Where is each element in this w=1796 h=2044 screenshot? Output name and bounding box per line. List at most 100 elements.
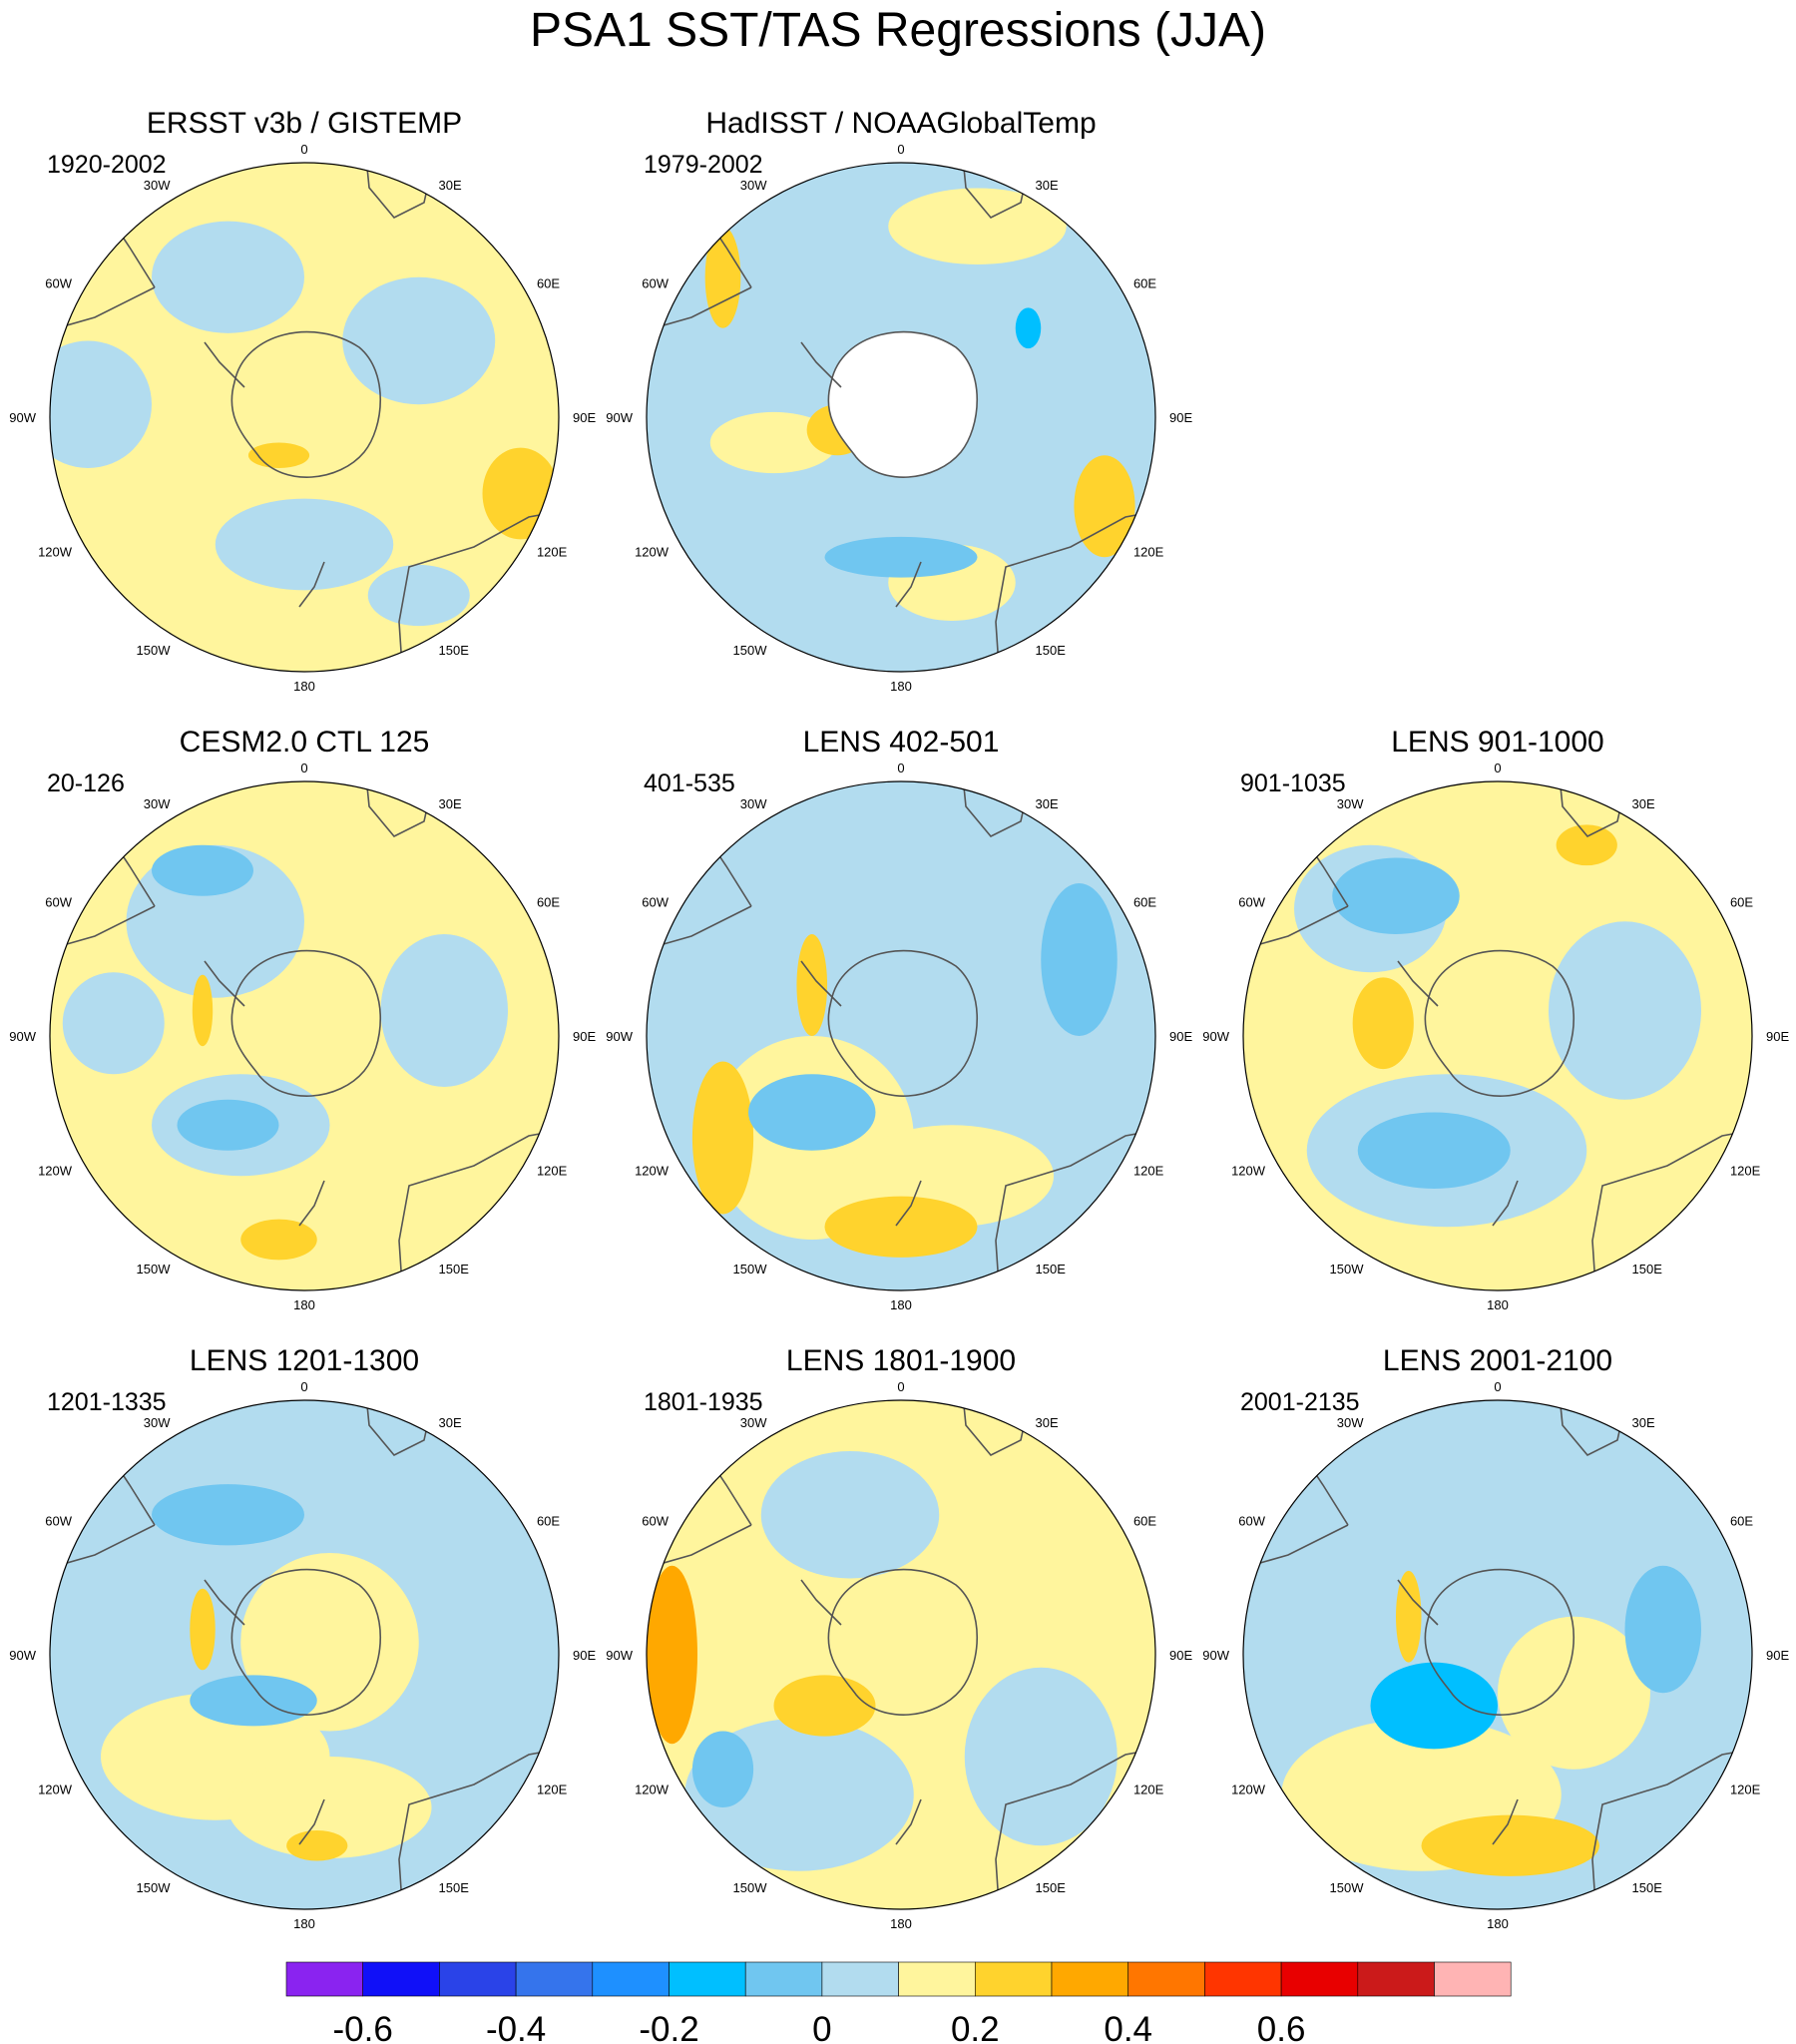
panel-years: 20-126 (47, 769, 125, 797)
longitude-label: 60E (537, 895, 560, 910)
longitude-label: 180 (890, 1297, 912, 1312)
longitude-label: 90E (1169, 1029, 1192, 1044)
anomaly-region (367, 564, 470, 627)
antarctica-coastline (827, 330, 979, 478)
map-boundary (646, 780, 1156, 1291)
longitude-label: 30W (740, 796, 767, 811)
map-boundary (646, 1399, 1156, 1910)
longitude-label: 180 (1487, 1916, 1509, 1931)
australia-coastline (398, 506, 559, 672)
longitude-label: 30W (144, 796, 171, 811)
new-zealand-coastline (298, 1798, 325, 1845)
longitude-label: 90W (9, 1029, 36, 1044)
south-america-west-coastline (647, 905, 752, 957)
map-field (647, 1400, 1155, 1909)
colorbar-swatch (362, 1961, 440, 1997)
new-zealand-coastline (895, 561, 922, 608)
anomaly-region (215, 498, 394, 591)
map-panel-4: CESM2.0 CTL 125 20-126 0 30E 60E 90E 120E 150E 1… (9, 726, 596, 1312)
panel-title: LENS 1801-1900 (786, 1344, 1016, 1377)
longitude-label: 30W (144, 178, 171, 193)
longitude-label: 120E (537, 545, 568, 560)
longitude-label: 120E (1730, 1164, 1761, 1179)
anomaly-region (691, 1731, 754, 1807)
longitude-label: 60W (45, 276, 72, 291)
antarctic-peninsula (1397, 1579, 1439, 1626)
anomaly-region (1370, 1662, 1498, 1750)
longitude-label: 120W (635, 1164, 670, 1179)
panel-years: 1920-2002 (47, 151, 167, 179)
colorbar-swatch (1280, 1961, 1359, 1997)
anomaly-region (286, 1829, 348, 1861)
south-america-west-coastline (647, 286, 752, 338)
longitude-label: 180 (890, 1916, 912, 1931)
map-field (647, 163, 1155, 672)
longitude-label: 0 (1494, 761, 1501, 775)
longitude-label: 120W (1231, 1783, 1266, 1797)
longitude-label: 60E (1133, 895, 1156, 910)
map-boundary (1242, 780, 1753, 1291)
antarctic-peninsula (800, 1579, 842, 1626)
antarctic-peninsula (800, 341, 842, 388)
map-panel-7: LENS 1201-1300 1201-1335 0 30E 60E 90E 120E 150… (9, 1344, 596, 1931)
colorbar-swatch (592, 1961, 670, 1997)
colorbar-swatch (821, 1961, 899, 1997)
map-boundary (646, 162, 1156, 673)
longitude-label: 60W (45, 1514, 72, 1529)
anomaly-region (748, 1074, 876, 1151)
longitude-label: 150E (439, 1262, 470, 1277)
anomaly-region (1074, 455, 1135, 558)
longitude-label: 150W (137, 643, 172, 658)
anomaly-region (773, 1675, 876, 1737)
colorbar-swatch (898, 1961, 976, 1997)
longitude-label: 90E (1766, 1029, 1789, 1044)
longitude-label: 30E (1036, 1415, 1059, 1430)
map-panels: ERSST v3b / GISTEMP 1920-2002 0 30E 60E 90E 12… (9, 107, 1789, 1931)
longitude-label: 120W (1231, 1164, 1266, 1179)
new-zealand-coastline (1492, 1180, 1519, 1227)
colorbar-tick-label: -0.4 (486, 2010, 546, 2044)
anomaly-region (227, 1757, 432, 1858)
longitude-label: 0 (300, 142, 307, 157)
map-panel-9: LENS 2001-2100 2001-2135 0 30E 60E 90E 120E 150… (1202, 1344, 1789, 1931)
longitude-label: 150W (1330, 1262, 1365, 1277)
new-zealand-coastline (298, 1180, 325, 1227)
colorbar-tick-label: -0.6 (333, 2010, 393, 2044)
longitude-label: 60E (1133, 1514, 1156, 1529)
longitude-label: 30E (1036, 796, 1059, 811)
longitude-label: 90E (573, 1648, 596, 1663)
panel-years: 1201-1335 (47, 1388, 167, 1416)
longitude-label: 60E (537, 276, 560, 291)
south-america-west-coastline (50, 905, 156, 957)
longitude-label: 180 (1487, 1297, 1509, 1312)
colorbar-tick-label: -0.2 (639, 2010, 698, 2044)
longitude-label: 120E (1133, 1164, 1164, 1179)
map-field (1243, 781, 1752, 1290)
longitude-label: 30E (439, 796, 462, 811)
anomaly-region (380, 934, 508, 1087)
anomaly-region (824, 536, 978, 578)
longitude-label: 150W (733, 1880, 768, 1895)
longitude-label: 120E (1730, 1783, 1761, 1797)
colorbar-tick-label: 0.6 (1257, 2010, 1306, 2044)
anomaly-region (1556, 824, 1617, 866)
colorbar-swatch (1127, 1961, 1205, 1997)
anomaly-region (62, 972, 165, 1075)
longitude-label: 30E (439, 178, 462, 193)
colorbar-swatch (1434, 1961, 1512, 1997)
anomaly-region (152, 1484, 304, 1546)
longitude-label: 120E (1133, 545, 1164, 560)
longitude-label: 120E (1133, 1783, 1164, 1797)
new-zealand-coastline (895, 1180, 922, 1227)
anomaly-region (1624, 1565, 1701, 1694)
longitude-label: 150W (733, 643, 768, 658)
longitude-label: 60E (1730, 895, 1753, 910)
longitude-label: 150E (1036, 643, 1067, 658)
south-america-west-coastline (1243, 1524, 1349, 1576)
antarctica-coastline (230, 330, 382, 478)
anomaly-region (796, 934, 828, 1036)
anomaly-region (760, 1451, 940, 1579)
longitude-label: 0 (897, 142, 904, 157)
anomaly-region (190, 1675, 317, 1727)
new-zealand-coastline (895, 1798, 922, 1845)
